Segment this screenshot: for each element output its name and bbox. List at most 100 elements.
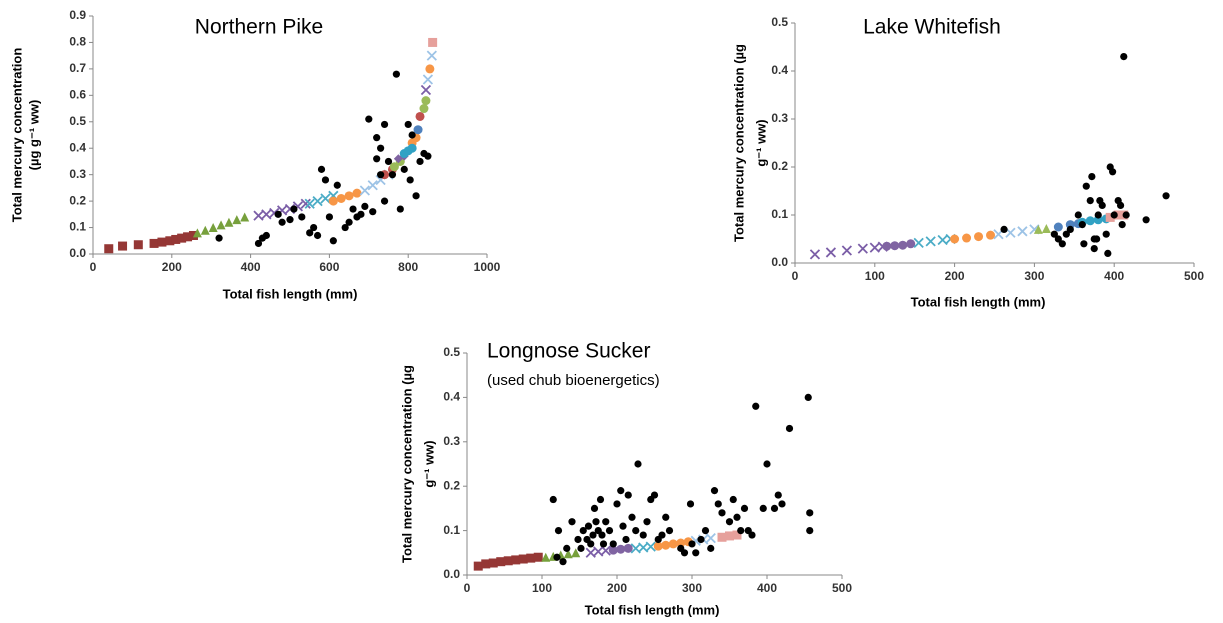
data-point bbox=[1033, 224, 1043, 234]
data-point bbox=[389, 162, 399, 172]
data-point bbox=[473, 561, 483, 571]
data-point bbox=[733, 513, 741, 521]
data-point bbox=[1090, 245, 1098, 253]
data-point bbox=[533, 552, 543, 562]
data-point bbox=[616, 544, 626, 554]
data-point bbox=[1142, 216, 1150, 224]
data-point bbox=[906, 239, 916, 249]
data-point bbox=[1050, 230, 1058, 238]
data-point bbox=[841, 245, 853, 256]
data-point bbox=[188, 230, 198, 240]
data-point bbox=[1053, 222, 1063, 232]
chart-title: Longnose Sucker bbox=[487, 340, 650, 363]
y-axis-label: Total mercury concentration (µg bbox=[731, 44, 746, 242]
x-tick-label: 100 bbox=[865, 269, 885, 283]
data-point bbox=[759, 504, 767, 512]
y-tick-label: 0.2 bbox=[69, 193, 86, 207]
data-point bbox=[321, 176, 330, 184]
data-point bbox=[809, 249, 821, 260]
y-tick-label: 0.7 bbox=[69, 61, 86, 75]
data-point bbox=[725, 518, 734, 526]
y-tick-label: 0.4 bbox=[69, 140, 86, 154]
data-point bbox=[584, 522, 593, 530]
data-point bbox=[341, 223, 349, 232]
data-point bbox=[503, 556, 513, 566]
y-axis-label: (µg g⁻¹ ww) bbox=[26, 100, 41, 171]
data-point bbox=[261, 209, 272, 220]
data-point bbox=[278, 218, 286, 226]
data-point bbox=[415, 111, 425, 121]
data-point bbox=[571, 548, 581, 558]
y-axis-label: Total mercury concentration (µg bbox=[399, 365, 414, 563]
data-point bbox=[1017, 226, 1028, 237]
data-point bbox=[598, 531, 606, 539]
data-point bbox=[1110, 211, 1118, 219]
data-point bbox=[183, 232, 193, 242]
data-point bbox=[668, 539, 678, 549]
data-point bbox=[806, 527, 814, 535]
data-point bbox=[643, 518, 651, 526]
y-axis-label: g⁻¹ ww) bbox=[421, 440, 436, 487]
data-point bbox=[974, 232, 984, 242]
y-tick-label: 0.9 bbox=[69, 8, 86, 22]
x-axis-label: Total fish length (mm) bbox=[911, 294, 1046, 309]
x-axis-label: Total fish length (mm) bbox=[223, 286, 358, 301]
chart-subtitle: (used chub bioenergetics) bbox=[487, 372, 660, 389]
data-point bbox=[1000, 225, 1008, 233]
x-tick-label: 0 bbox=[792, 269, 799, 283]
data-point bbox=[224, 217, 234, 227]
data-point bbox=[192, 228, 202, 238]
data-point bbox=[732, 530, 742, 540]
data-point bbox=[262, 231, 270, 240]
data-point bbox=[412, 192, 420, 200]
data-point bbox=[608, 545, 618, 555]
data-point bbox=[377, 144, 385, 152]
data-point bbox=[605, 527, 614, 535]
data-point bbox=[425, 64, 435, 74]
data-point bbox=[404, 120, 412, 129]
data-point bbox=[422, 74, 434, 85]
data-point bbox=[549, 495, 557, 504]
y-tick-label: 0.5 bbox=[443, 345, 460, 359]
data-point bbox=[705, 533, 716, 544]
data-point bbox=[806, 509, 814, 517]
data-point bbox=[1066, 225, 1074, 233]
y-tick-label: 0.1 bbox=[443, 523, 460, 537]
data-point bbox=[388, 171, 397, 179]
data-point bbox=[345, 218, 353, 226]
data-point bbox=[688, 540, 696, 548]
data-point bbox=[1088, 173, 1096, 181]
data-point bbox=[149, 238, 159, 248]
data-point bbox=[825, 247, 837, 258]
data-point bbox=[325, 213, 333, 221]
data-point bbox=[717, 532, 727, 542]
data-point bbox=[511, 555, 521, 565]
data-point bbox=[215, 234, 223, 242]
data-point bbox=[574, 535, 582, 544]
data-point bbox=[298, 213, 306, 221]
y-axis-label: g⁻¹ ww) bbox=[753, 119, 768, 166]
data-point bbox=[1094, 211, 1102, 219]
data-point bbox=[599, 540, 608, 548]
data-point bbox=[361, 202, 369, 210]
data-point bbox=[300, 198, 311, 209]
data-point bbox=[962, 233, 972, 243]
data-point bbox=[254, 239, 263, 248]
data-point bbox=[1120, 53, 1128, 61]
data-point bbox=[104, 244, 114, 254]
data-point bbox=[310, 223, 318, 232]
data-point bbox=[1102, 230, 1110, 238]
x-tick-label: 100 bbox=[532, 581, 552, 595]
data-point bbox=[344, 191, 354, 201]
x-tick-label: 600 bbox=[319, 260, 339, 274]
data-point bbox=[882, 241, 892, 251]
x-tick-label: 800 bbox=[398, 260, 418, 274]
data-point bbox=[774, 491, 782, 499]
data-point bbox=[589, 531, 597, 539]
data-point bbox=[729, 495, 737, 504]
data-point bbox=[380, 120, 389, 129]
data-point bbox=[526, 553, 536, 563]
y-tick-label: 0.1 bbox=[771, 207, 788, 221]
data-point bbox=[304, 198, 315, 209]
